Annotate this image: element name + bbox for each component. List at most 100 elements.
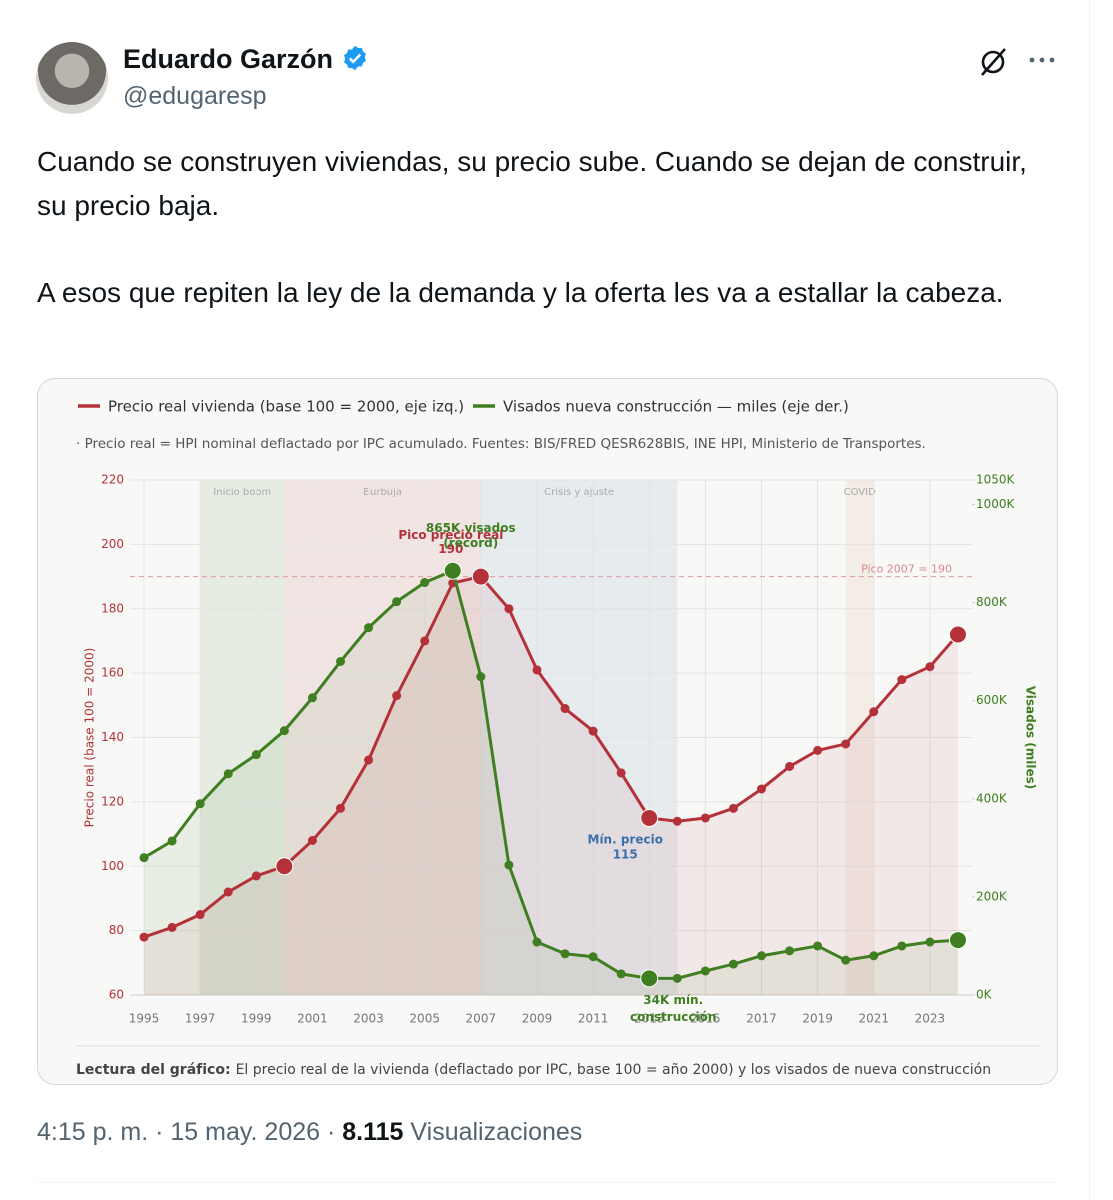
data-point: [728, 803, 738, 813]
views-label: Visualizaciones: [410, 1118, 583, 1146]
y2-tick-label: 800K: [976, 595, 1008, 609]
y-tick-label: 160: [101, 666, 124, 680]
chart-note: · Precio real = HPI nominal deflactado p…: [76, 436, 926, 452]
data-point: [251, 871, 261, 881]
caption-text: El precio real de la vivienda (deflactad…: [236, 1062, 992, 1078]
y-tick-label: 120: [101, 794, 124, 808]
y2-tick-label: 400K: [976, 791, 1008, 805]
author-name-text[interactable]: Eduardo Garzón: [123, 44, 334, 74]
highlight-point: [948, 625, 967, 644]
data-point: [616, 969, 626, 979]
y-tick-label: 60: [109, 988, 124, 1002]
data-point: [925, 937, 935, 947]
data-point: [223, 769, 233, 779]
period-label: COVID: [844, 487, 876, 498]
annotation: 34K mín.: [643, 993, 703, 1007]
data-point: [307, 836, 317, 845]
y-tick-label: 220: [101, 473, 124, 487]
annotation: construcción: [630, 1010, 716, 1024]
data-point: [785, 946, 795, 956]
data-point: [757, 951, 766, 961]
data-point: [392, 691, 402, 701]
data-point: [279, 726, 289, 736]
x-tick-label: 2007: [466, 1012, 497, 1026]
data-point: [420, 636, 430, 646]
data-point: [672, 816, 682, 826]
separator: ·: [155, 1118, 164, 1146]
more-menu[interactable]: [1026, 48, 1058, 72]
highlight-point: [471, 567, 490, 586]
data-point: [813, 745, 823, 755]
x-tick-label: 2011: [578, 1012, 609, 1026]
x-tick-label: 2001: [297, 1012, 328, 1026]
x-tick-label: 2017: [746, 1012, 777, 1026]
period-label: Inicio boom: [213, 487, 271, 498]
data-point: [364, 623, 374, 633]
y-tick-label: 180: [101, 601, 124, 615]
data-point: [813, 941, 823, 951]
annotation: (récord): [443, 536, 498, 550]
grok-icon[interactable]: [975, 44, 1011, 80]
data-point: [364, 755, 374, 765]
divider: [1089, 0, 1090, 1200]
x-tick-label: 2023: [915, 1012, 946, 1026]
data-point: [504, 604, 514, 614]
annotation: 865K visados: [426, 521, 516, 535]
data-point: [841, 739, 851, 749]
x-tick-label: 2009: [522, 1012, 553, 1026]
data-point: [139, 932, 149, 942]
series-area: [144, 576, 958, 995]
data-point: [869, 951, 879, 961]
x-tick-label: 2019: [802, 1012, 833, 1026]
date[interactable]: 15 may. 2026: [170, 1118, 321, 1146]
x-tick-label: 1997: [185, 1012, 216, 1026]
x-tick-label: 1999: [241, 1012, 272, 1026]
data-point: [476, 672, 486, 682]
data-point: [588, 952, 598, 962]
highlight-point: [640, 969, 659, 988]
y2-axis-title: Visados (miles): [1024, 686, 1038, 790]
highlight-point: [443, 561, 462, 580]
data-point: [195, 910, 205, 920]
data-point: [251, 750, 261, 760]
period-label: Crisis y ajuste: [544, 487, 614, 498]
data-point: [897, 941, 907, 951]
x-tick-label: 2005: [409, 1012, 440, 1026]
tweet-text: Cuando se construyen viviendas, su preci…: [37, 140, 1037, 358]
avatar[interactable]: [36, 42, 108, 114]
x-tick-label: 2021: [858, 1012, 889, 1026]
y2-tick-label: 1050K: [976, 473, 1016, 487]
data-point: [532, 937, 542, 947]
author-name[interactable]: Eduardo Garzón: [123, 44, 369, 75]
time[interactable]: 4:15 p. m.: [37, 1118, 149, 1146]
highlight-point: [275, 857, 294, 876]
x-tick-label: 1995: [129, 1012, 160, 1026]
reference-label: Pico 2007 = 190: [861, 563, 952, 576]
data-point: [841, 955, 851, 965]
data-point: [672, 973, 682, 983]
author-handle[interactable]: @edugaresp: [123, 82, 267, 110]
data-point: [616, 768, 626, 778]
series-line: [143, 568, 959, 980]
y-tick-label: 200: [101, 537, 124, 551]
data-point: [560, 949, 570, 959]
period-label: Burbuja: [363, 487, 402, 498]
x-tick-label: 2003: [353, 1012, 384, 1026]
data-point: [560, 704, 570, 714]
data-point: [532, 665, 542, 675]
data-point: [504, 860, 514, 870]
y-tick-label: 140: [101, 730, 124, 744]
legend-label: Precio real vivienda (base 100 = 2000, e…: [108, 398, 464, 416]
y2-tick-label: 0K: [976, 988, 993, 1002]
data-point: [336, 803, 345, 813]
data-point: [728, 959, 738, 969]
chart-card[interactable]: Precio real vivienda (base 100 = 2000, e…: [37, 378, 1058, 1085]
paragraph: Cuando se construyen viviendas, su preci…: [37, 146, 1027, 221]
x-tick-label: 2013: [634, 1012, 665, 1026]
data-point: [223, 887, 233, 897]
series-area: [144, 570, 958, 995]
y2-tick-label: 1000K: [976, 497, 1016, 511]
data-point: [700, 966, 710, 976]
data-point: [195, 799, 205, 809]
data-point: [925, 662, 935, 672]
